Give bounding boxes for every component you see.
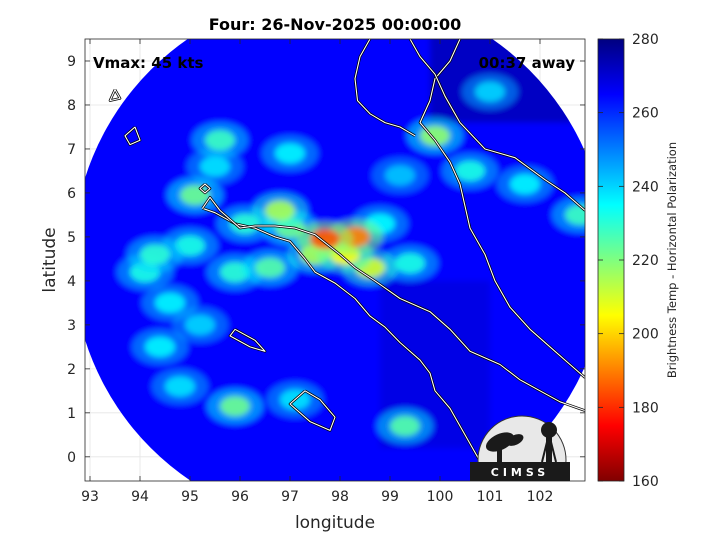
cold-feature <box>185 314 215 335</box>
cold-feature <box>220 396 250 417</box>
colorbar-label: Brightness Temp - Horizontal Polarizatio… <box>665 142 679 378</box>
colorbar-tick-label: 280 <box>632 32 659 48</box>
cold-feature <box>165 376 195 397</box>
cold-feature <box>455 160 485 181</box>
x-axis-label: longitude <box>295 513 375 533</box>
x-tick-label: 102 <box>527 489 554 505</box>
coastline <box>199 183 211 194</box>
x-tick-label: 96 <box>231 489 249 505</box>
colorbar-tick-label: 240 <box>632 179 659 195</box>
coastline <box>202 207 490 481</box>
coastline <box>202 196 585 412</box>
y-tick-label: 4 <box>67 274 76 290</box>
x-tick-label: 100 <box>427 489 454 505</box>
y-tick-label: 8 <box>67 98 76 114</box>
cold-feature <box>565 204 585 225</box>
colorbar-tick-label: 260 <box>632 106 659 122</box>
colorbar-tick-label: 200 <box>632 327 659 343</box>
x-tick-label: 97 <box>281 489 299 505</box>
y-tick-label: 2 <box>67 362 76 378</box>
coastline <box>409 39 585 211</box>
cold-feature <box>140 244 170 265</box>
colorbar-tick-label: 180 <box>632 400 659 416</box>
y-tick-label: 0 <box>67 450 76 466</box>
coastline <box>289 390 336 431</box>
cold-feature <box>255 257 285 278</box>
cimss-logo-text: CIMSS <box>491 466 549 479</box>
colorbar-tick-label: 160 <box>632 474 659 490</box>
cimss-logo: CIMSS <box>470 415 570 481</box>
x-axis-ticks: 93 94 95 96 97 98 99 100 101 102 <box>81 39 553 505</box>
cold-feature <box>205 130 235 151</box>
colorbar-ticks: 160 180 200 220 240 260 280 <box>598 32 659 490</box>
y-axis-label: latitude <box>40 227 60 292</box>
brightness-temp-field <box>85 39 585 481</box>
plot-area: 93 94 95 96 97 98 99 100 101 102 0 1 2 3 4 5 6 7 8 9 Vmax:… <box>67 38 586 505</box>
coastlines <box>108 39 585 481</box>
coastline <box>124 126 141 146</box>
colorbar-tick-label: 220 <box>632 253 659 269</box>
coastline <box>419 39 585 379</box>
cold-feature <box>390 416 420 437</box>
x-tick-label: 99 <box>381 489 399 505</box>
coastline <box>354 39 416 137</box>
chart-title: Four: 26-Nov-2025 00:00:00 <box>209 15 462 34</box>
x-tick-label: 93 <box>81 489 99 505</box>
x-tick-label: 95 <box>181 489 199 505</box>
y-tick-label: 3 <box>67 318 76 334</box>
time-away-annotation: 00:37 away <box>479 54 576 72</box>
coastline <box>109 89 121 102</box>
cold-feature <box>395 253 425 274</box>
y-tick-label: 1 <box>67 406 76 422</box>
x-tick-label: 98 <box>331 489 349 505</box>
x-tick-label: 94 <box>131 489 149 505</box>
vmax-annotation: Vmax: 45 kts <box>93 54 203 72</box>
y-tick-label: 7 <box>67 142 76 158</box>
cold-feature <box>310 229 340 250</box>
cold-feature <box>200 156 230 177</box>
axes-box <box>84 38 586 482</box>
cold-feature <box>275 143 305 164</box>
coastline <box>229 328 266 352</box>
cold-feature <box>145 336 175 357</box>
cold-feature <box>510 174 540 195</box>
y-tick-label: 9 <box>67 54 76 70</box>
cold-feature <box>385 165 415 186</box>
y-axis-ticks: 0 1 2 3 4 5 6 7 8 9 <box>67 54 585 466</box>
cold-feature <box>475 81 505 102</box>
y-tick-label: 6 <box>67 186 76 202</box>
colorbar: 160 180 200 220 240 260 280 Brightness Temp - … <box>597 32 679 490</box>
cold-feature <box>175 235 205 256</box>
x-tick-label: 101 <box>477 489 504 505</box>
cold-feature <box>155 292 185 313</box>
y-tick-label: 5 <box>67 230 76 246</box>
cold-feature <box>265 200 295 221</box>
